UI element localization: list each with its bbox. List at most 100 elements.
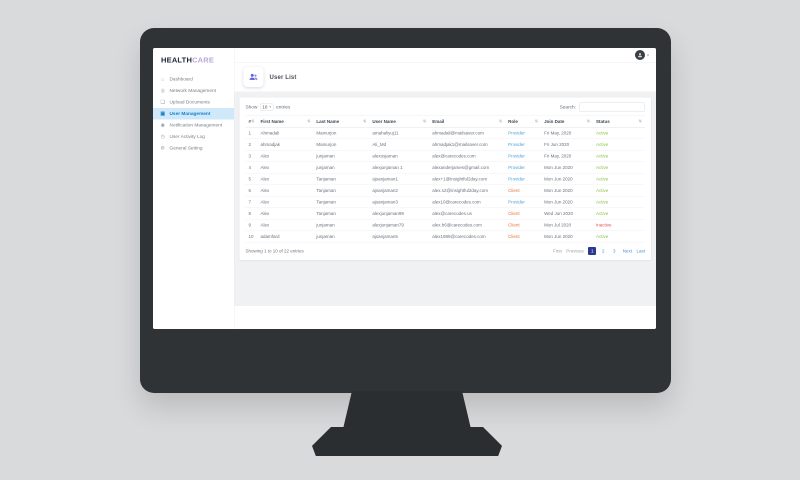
table-row[interactable]: 5 Alex Tanjaman ajsanjaman1 alex+1@insig… — [245, 173, 645, 185]
history-icon: ◷ — [160, 134, 165, 140]
cell-user-name: ajsanjaman3 — [369, 196, 430, 208]
gear-icon: ⚙ — [160, 145, 165, 152]
cell-role[interactable]: Provider — [505, 173, 542, 185]
cell-last-name: junjaman — [313, 161, 370, 174]
cell-user-name: Ali_Md — [369, 138, 430, 151]
cell-num: 6 — [245, 184, 258, 197]
cell-status: Active — [593, 184, 645, 197]
users-icon — [249, 73, 258, 80]
sort-icon: ⇅ — [534, 119, 539, 124]
pagination-page[interactable]: 2 — [601, 248, 605, 254]
cell-first-name: Ahmadali — [257, 127, 314, 139]
column-header[interactable]: User Name ⇅ — [369, 115, 430, 128]
logo-primary: HEALTH — [161, 56, 193, 65]
sidebar-item[interactable]: ⚙ General Setting — [153, 143, 234, 155]
topbar: ▾ — [234, 48, 656, 63]
cell-first-name: Alex — [257, 150, 314, 162]
cell-status: Active — [593, 161, 645, 174]
table-body: 1 Ahmadali Mamurjon amahaliyuj11 ahmadal… — [245, 127, 645, 243]
column-header[interactable]: Status ⇅ — [593, 115, 645, 128]
cell-email: alex10@carecodes.com — [429, 196, 506, 208]
cell-join-date: Mon Jun 2020 — [541, 161, 594, 174]
cell-email: alexanderjames@gmail.com — [429, 161, 506, 174]
cell-status: Active — [593, 207, 645, 220]
entries-select[interactable]: 10 ▾ — [259, 103, 274, 111]
pagination-page[interactable]: 3 — [612, 248, 616, 254]
monitor-stand-neck — [343, 391, 471, 429]
cell-status: Active — [593, 138, 645, 151]
cell-role[interactable]: Provider — [505, 150, 542, 162]
cell-role[interactable]: Client — [505, 219, 542, 231]
cell-role[interactable]: Client — [505, 207, 542, 220]
table-row[interactable]: 2 ahmadjak Mamurjon Ali_Md ahmadjak1@mai… — [245, 138, 645, 151]
monitor-screen: HEALTHCARE ⌂ Dashboard ◎ Network Managem… — [153, 48, 656, 329]
sidebar: HEALTHCARE ⌂ Dashboard ◎ Network Managem… — [153, 48, 235, 329]
sidebar-item[interactable]: ◷ User Activity Log — [153, 131, 234, 143]
column-header[interactable]: First Name ⇅ — [257, 115, 314, 128]
cell-last-name: junjaman — [313, 230, 370, 243]
table-row[interactable]: 1 Ahmadali Mamurjon amahaliyuj11 ahmadal… — [245, 127, 645, 139]
column-header[interactable]: Join Date ⇅ — [541, 115, 594, 128]
app-logo: HEALTHCARE — [153, 48, 234, 71]
table-row[interactable]: 3 Alex junjaman alexusjaman alex@carecod… — [245, 150, 645, 162]
cell-role[interactable]: Client — [505, 230, 542, 243]
table-row[interactable]: 10 adamfard junjaman ajsanjaman5 alex198… — [245, 230, 645, 243]
cell-email: alex@carecodes.com — [429, 150, 506, 162]
pagination-page[interactable]: 1 — [588, 247, 597, 255]
sidebar-item[interactable]: ◎ Network Management — [153, 85, 234, 97]
user-avatar[interactable] — [634, 50, 645, 60]
sidebar-item[interactable]: ❏ Upload Documents — [153, 97, 234, 109]
sidebar-item[interactable]: ▣ User Management — [153, 108, 234, 120]
cell-role[interactable]: Provider — [505, 127, 542, 139]
pagination-previous[interactable]: Previous — [566, 248, 584, 254]
table-row[interactable]: 4 Alex junjaman alexjunjaman 1 alexander… — [245, 161, 645, 174]
bell-icon: ◉ — [160, 122, 165, 129]
column-header[interactable]: Email ⇅ — [429, 115, 506, 128]
cell-email: alex.s2@insightful2day.com — [429, 184, 506, 197]
search-label: Search: — [559, 104, 576, 110]
cell-join-date: Fri Jun 2020 — [541, 138, 594, 151]
table-row[interactable]: 9 Alex junjaman alexjunjaman79 alex.h6@c… — [245, 219, 645, 231]
sidebar-item[interactable]: ◉ Notification Management — [153, 120, 234, 132]
column-header[interactable]: Role ⇅ — [505, 115, 542, 128]
cell-email: alex1989@carecodes.com — [429, 230, 506, 243]
user-list-icon — [243, 67, 264, 87]
cell-role[interactable]: Provider — [505, 196, 542, 208]
users-table: # ⇅ First Name ⇅ Last Name ⇅ User Name ⇅ Email ⇅ R… — [245, 115, 645, 243]
sidebar-item-label: Dashboard — [169, 76, 193, 83]
monitor-stand-base — [312, 427, 502, 456]
table-row[interactable]: 8 Alex Tanjaman alexjunjaman99 alex@care… — [245, 207, 645, 220]
sidebar-item-label: Network Management — [169, 88, 216, 94]
monitor-frame: HEALTHCARE ⌂ Dashboard ◎ Network Managem… — [140, 28, 671, 393]
cell-role[interactable]: Provider — [505, 161, 542, 174]
cell-user-name: alexjunjaman99 — [369, 207, 430, 220]
chevron-down-icon[interactable]: ▾ — [646, 52, 649, 58]
sidebar-item-label: Notification Management — [169, 122, 223, 129]
table-row[interactable]: 6 Alex Tanjaman ajsanjaman2 alex.s2@insi… — [245, 184, 645, 197]
cell-num: 2 — [245, 138, 258, 151]
search-input[interactable] — [579, 102, 645, 112]
pagination-next[interactable]: Next — [622, 248, 632, 254]
cell-role[interactable]: Client — [505, 184, 542, 197]
show-entries-control: Show 10 ▾ entries — [246, 103, 290, 111]
cell-num: 4 — [245, 161, 258, 174]
cell-first-name: Alex — [257, 184, 314, 197]
sidebar-item-label: Upload Documents — [169, 99, 210, 106]
cell-status: Inactive — [593, 219, 645, 231]
cell-user-name: alexusjaman — [369, 150, 430, 162]
cell-role[interactable]: Provider — [505, 138, 542, 151]
pagination-last[interactable]: Last — [636, 248, 645, 254]
cell-email: alex.h6@carecodes.com — [429, 219, 506, 231]
column-header[interactable]: Last Name ⇅ — [313, 115, 370, 128]
cell-join-date: Mon Jul 2020 — [541, 219, 594, 231]
table-footer: Showing 1 to 10 of 22 entries First Prev… — [245, 247, 645, 255]
pagination-first[interactable]: First — [552, 248, 562, 254]
sidebar-item[interactable]: ⌂ Dashboard — [153, 74, 234, 86]
page-title-band: User List — [234, 62, 656, 92]
cell-first-name: Alex — [257, 173, 314, 185]
table-row[interactable]: 7 Alex Tanjaman ajsanjaman3 alex10@carec… — [245, 196, 645, 208]
sort-icon: ⇅ — [498, 119, 503, 124]
column-header[interactable]: # ⇅ — [245, 115, 258, 128]
cell-user-name: alexjunjaman79 — [369, 219, 430, 231]
entries-summary: Showing 1 to 10 of 22 entries — [245, 248, 304, 254]
